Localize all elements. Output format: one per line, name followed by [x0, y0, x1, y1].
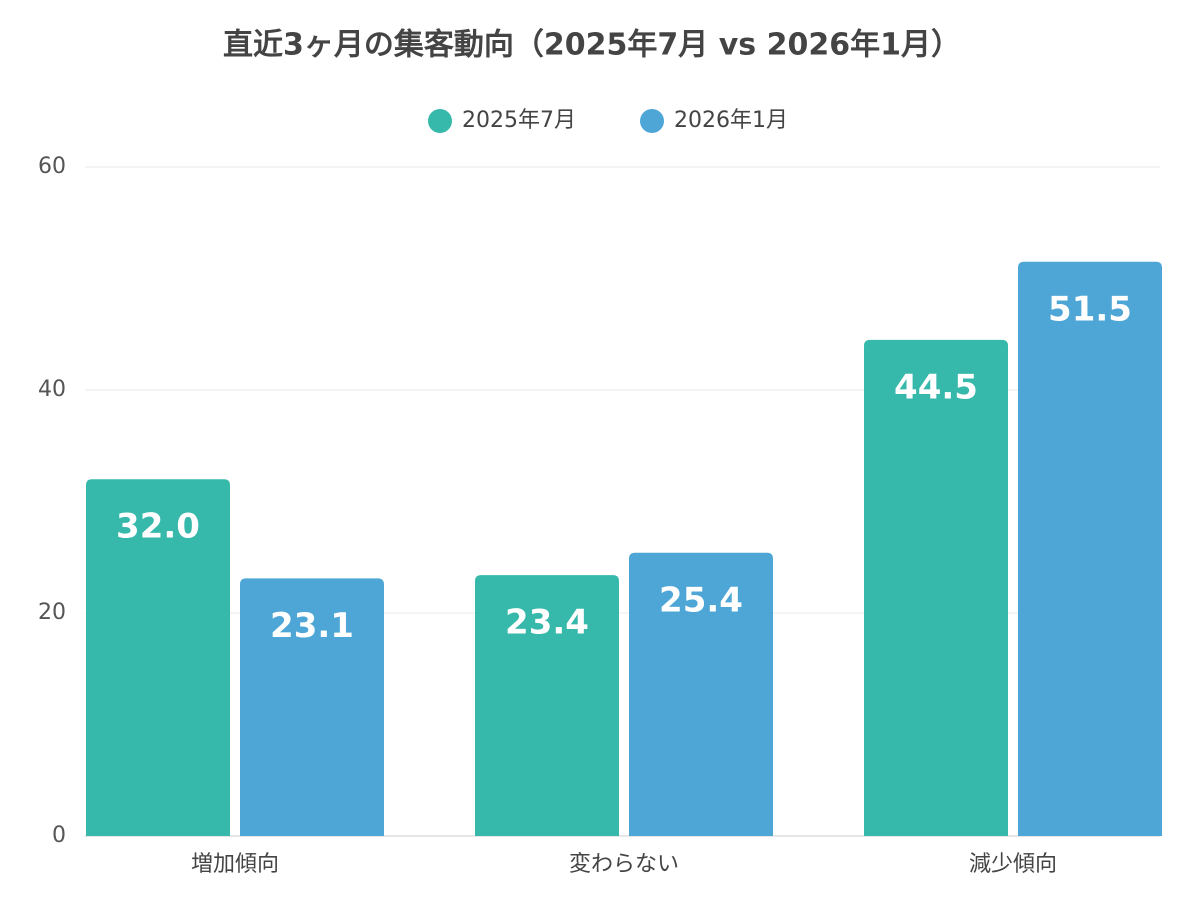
legend-marker: [428, 109, 452, 133]
y-tick-label: 20: [38, 600, 66, 625]
x-tick-label: 増加傾向: [191, 852, 279, 877]
value-label: 23.4: [505, 603, 589, 643]
value-label: 25.4: [659, 580, 743, 620]
bar: [475, 575, 619, 836]
value-label: 44.5: [894, 367, 978, 407]
y-tick-label: 60: [38, 154, 66, 179]
y-tick-label: 0: [52, 823, 66, 848]
bar: [629, 552, 773, 836]
x-tick-label: 減少傾向: [969, 852, 1057, 877]
chart-title: 直近3ヶ月の集客動向（2025年7月 vs 2026年1月）: [223, 28, 961, 63]
bar: [864, 339, 1008, 836]
value-label: 23.1: [270, 606, 354, 646]
value-label: 51.5: [1048, 289, 1132, 329]
bar: [86, 479, 230, 836]
bar: [1018, 261, 1162, 836]
legend-label: 2025年7月: [462, 108, 576, 133]
legend-label: 2026年1月: [674, 108, 788, 133]
y-tick-label: 40: [38, 377, 66, 402]
value-label: 32.0: [116, 507, 200, 547]
x-tick-label: 変わらない: [569, 852, 679, 877]
legend-marker: [640, 109, 664, 133]
bar: [240, 578, 384, 836]
